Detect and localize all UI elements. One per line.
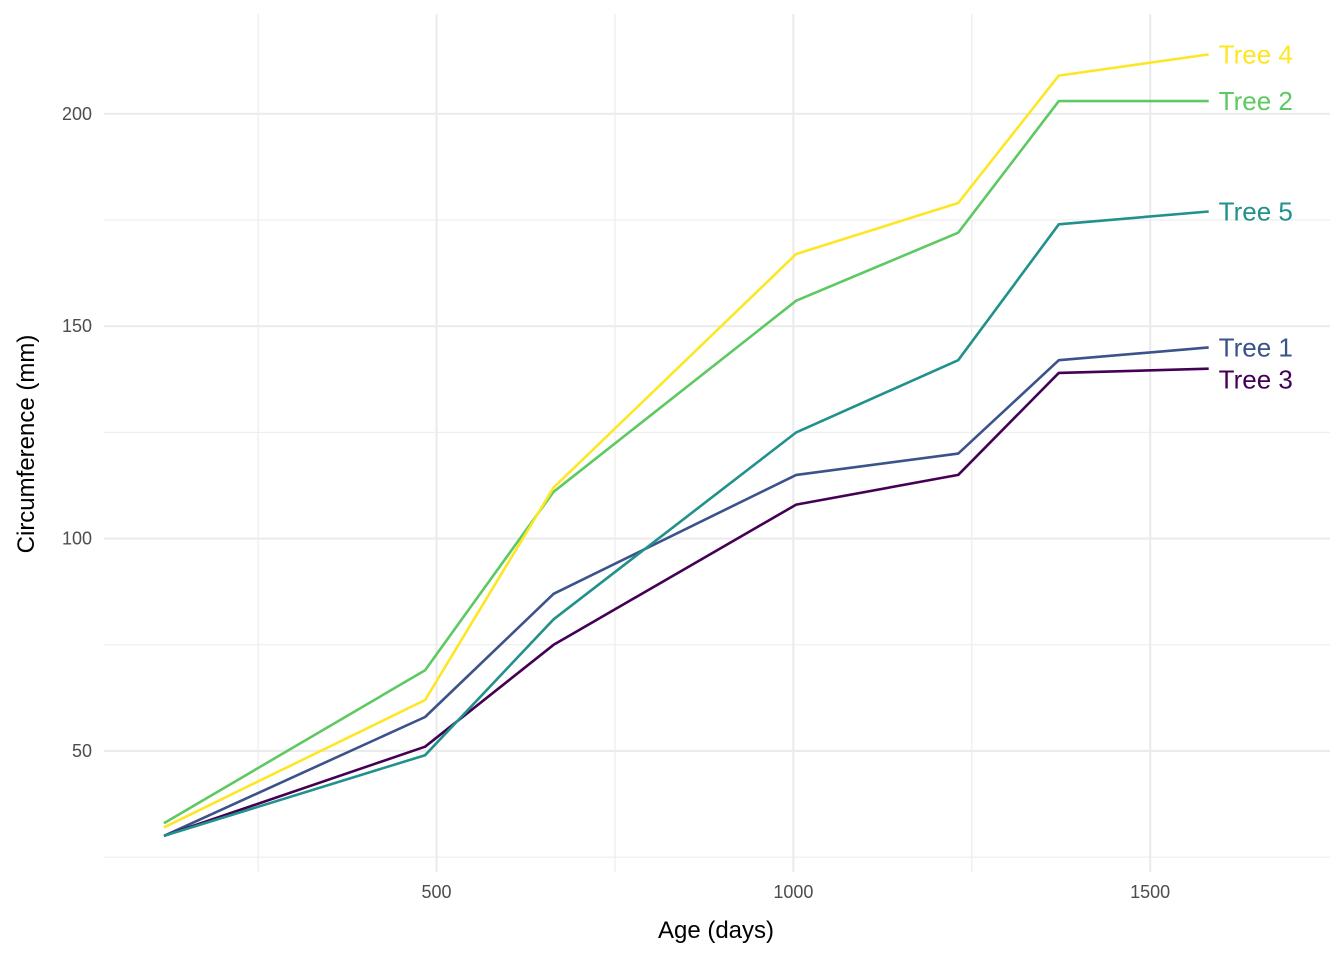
y-axis-title: Circumference (mm)	[13, 335, 40, 554]
series-lines	[163, 53, 1209, 838]
y-tick-label: 150	[62, 316, 92, 336]
y-axis-tick-labels: 50 100 150 200	[62, 104, 92, 761]
x-axis-tick-labels: 500 1000 1500	[422, 882, 1171, 902]
x-tick-label: 500	[422, 882, 452, 902]
x-axis-title: Age (days)	[658, 917, 774, 944]
series-line-tree-2	[163, 99, 1209, 825]
series-line-tree-1	[163, 346, 1209, 838]
y-tick-label: 50	[72, 741, 92, 761]
series-label-tree-2: Tree 2	[1219, 86, 1293, 116]
series-line-tree-4	[163, 53, 1209, 829]
y-tick-label: 100	[62, 529, 92, 549]
major-gridlines	[104, 14, 1330, 872]
x-tick-label: 1000	[773, 882, 813, 902]
series-label-tree-5: Tree 5	[1219, 197, 1293, 227]
series-line-tree-3	[163, 367, 1209, 838]
series-label-tree-4: Tree 4	[1219, 39, 1293, 69]
series-label-tree-1: Tree 1	[1219, 332, 1293, 362]
minor-gridlines	[104, 14, 1330, 872]
x-tick-label: 1500	[1130, 882, 1170, 902]
y-tick-label: 200	[62, 104, 92, 124]
series-label-tree-3: Tree 3	[1219, 364, 1293, 394]
series-line-tree-5	[163, 210, 1209, 838]
